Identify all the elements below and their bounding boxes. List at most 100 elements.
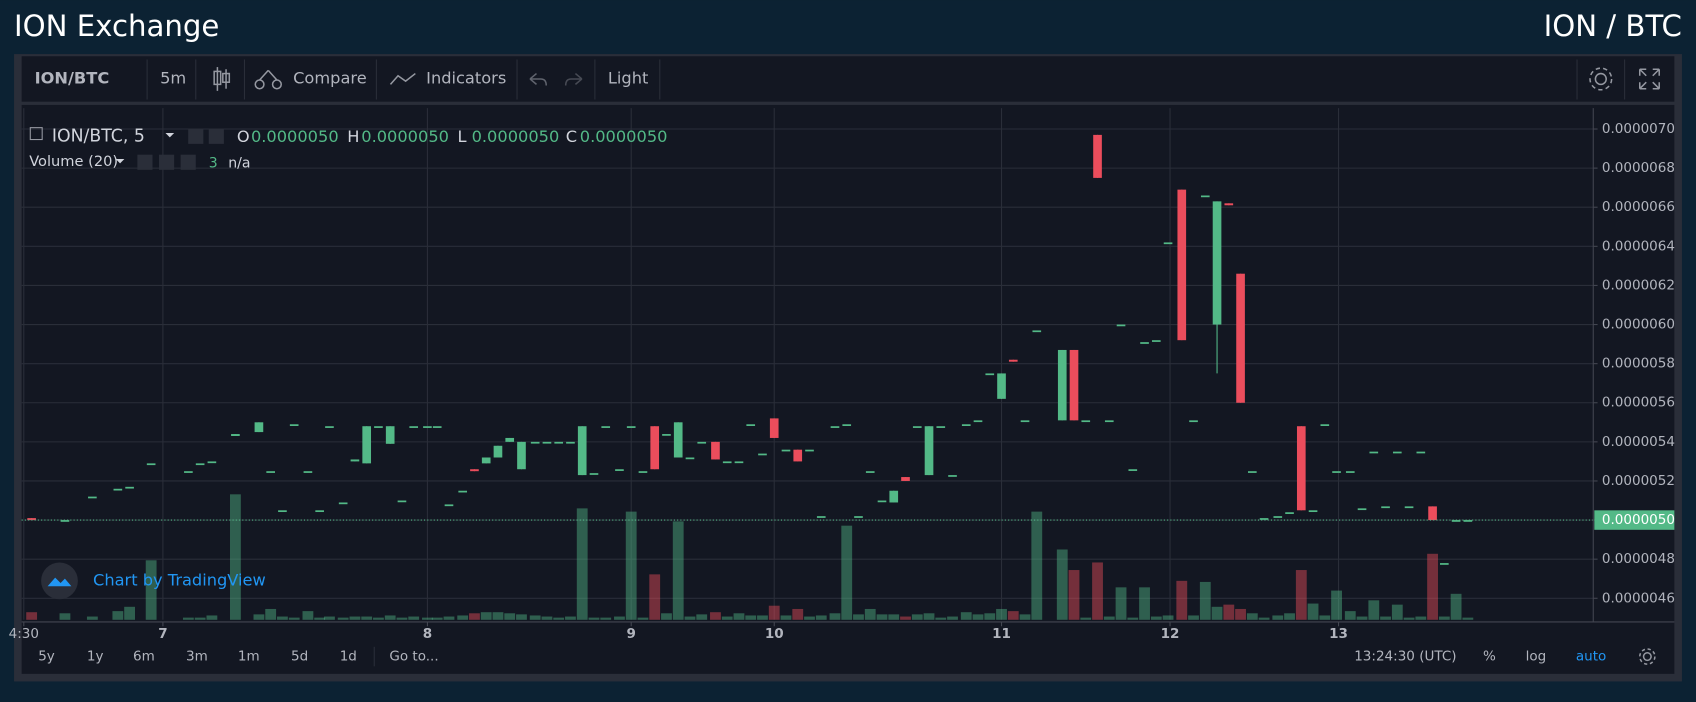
volume-legend: Volume (20) — [29, 153, 118, 170]
candle-body — [1116, 324, 1126, 327]
legend-dropdown[interactable] — [165, 133, 175, 138]
goto-button[interactable]: Go to... — [389, 649, 438, 665]
volume-bar — [1450, 593, 1462, 620]
footer: 5y 1y 6m 3m 1m 5d 1d — [38, 649, 357, 665]
candle-body — [1320, 424, 1330, 426]
collapse-icon[interactable] — [29, 127, 43, 141]
range-button[interactable]: 1d — [340, 649, 357, 665]
watermark-logo[interactable] — [41, 562, 78, 600]
auto-button[interactable]: auto — [1576, 649, 1606, 665]
volume-bar — [1284, 613, 1295, 620]
volume-bar — [26, 612, 38, 620]
settings-button[interactable] — [1589, 67, 1613, 91]
volume-bar — [469, 613, 480, 620]
candle-body — [662, 434, 671, 436]
volume-dropdown[interactable] — [115, 159, 125, 164]
legend-eye[interactable] — [188, 128, 204, 144]
candle-body — [254, 422, 264, 433]
footer-settings-button[interactable] — [1638, 648, 1656, 665]
volume-bar — [277, 616, 288, 620]
volume-bar — [1272, 615, 1284, 620]
candle-body — [517, 441, 526, 470]
volume-remove[interactable] — [180, 154, 196, 170]
pair-title: ION / BTC — [1544, 9, 1682, 43]
candle-body — [1008, 359, 1018, 362]
interval-button[interactable]: 5m — [160, 68, 186, 87]
redo-button[interactable] — [564, 72, 583, 86]
volume-bar — [553, 617, 565, 620]
log-button[interactable]: log — [1526, 649, 1547, 665]
undo-button[interactable] — [529, 72, 547, 86]
volume-bar — [1462, 617, 1474, 620]
indicators-button[interactable]: Indicators — [426, 68, 506, 87]
candle-body — [1057, 349, 1067, 421]
theme-button[interactable]: Light — [608, 68, 648, 87]
watermark[interactable]: Chart by TradingView — [93, 570, 266, 589]
volume-bar — [265, 608, 277, 620]
volume-bar — [1223, 604, 1235, 620]
volume-eye[interactable] — [137, 154, 153, 170]
candle-body — [1332, 471, 1341, 473]
candle-body — [961, 424, 971, 426]
candle-body — [505, 437, 515, 442]
volume-bar — [1235, 608, 1246, 620]
candle-body — [722, 461, 732, 464]
volume-bar — [443, 616, 455, 620]
candle-body — [1369, 451, 1379, 454]
candle-body — [278, 510, 287, 513]
volume-bar — [1056, 549, 1068, 620]
volume-bar — [649, 574, 661, 620]
candle-body — [315, 510, 324, 513]
candle-body — [362, 426, 372, 464]
compare-button[interactable]: Compare — [293, 68, 367, 87]
volume-bar — [229, 494, 241, 620]
candle-body — [1345, 471, 1355, 473]
range-button[interactable]: 6m — [133, 649, 155, 665]
volume-bar — [1427, 553, 1438, 620]
x-tick-label: 10 — [765, 626, 784, 642]
volume-bar — [864, 608, 876, 620]
candle-body — [697, 441, 707, 444]
volume-bar — [1007, 611, 1019, 620]
volume-bar — [59, 613, 71, 620]
volume-bar — [324, 616, 335, 620]
volume-bar — [757, 615, 768, 620]
candle-body — [554, 441, 564, 444]
range-button[interactable]: 5y — [38, 649, 55, 665]
ohlc-value: 0.0000050 — [251, 127, 339, 146]
candle-body — [1463, 520, 1473, 522]
candle-body — [805, 449, 814, 452]
volume-settings[interactable] — [159, 154, 175, 170]
volume-bar — [984, 613, 996, 620]
candle-body — [27, 518, 36, 521]
candle-body — [626, 426, 636, 428]
volume-bar — [1438, 616, 1450, 620]
legend-settings[interactable] — [208, 128, 224, 144]
symbol-button[interactable]: ION/BTC — [35, 68, 110, 87]
watermark-icon — [47, 577, 72, 587]
range-button[interactable]: 5d — [291, 649, 308, 665]
range-button[interactable]: 3m — [186, 649, 208, 665]
volume-bar — [1103, 616, 1115, 620]
candle-body — [385, 426, 395, 444]
volume-bar — [1092, 562, 1103, 620]
candle-body — [1404, 506, 1414, 509]
volume-bar — [768, 605, 780, 620]
volume-bar — [124, 606, 136, 620]
chart-style-button[interactable] — [213, 67, 231, 91]
volume-bar — [1331, 590, 1342, 620]
range-button[interactable]: 1m — [238, 649, 260, 665]
candle-body — [1189, 420, 1198, 423]
volume-bar — [1307, 603, 1319, 620]
range-button[interactable]: 1y — [87, 649, 104, 665]
candle-body — [830, 426, 840, 428]
fullscreen-button[interactable] — [1638, 68, 1660, 90]
grid — [21, 108, 1594, 620]
volume-bar — [384, 615, 396, 620]
y-tick-label: 0.0000064 — [1602, 238, 1675, 254]
percent-button[interactable]: % — [1483, 649, 1496, 665]
volume-bar — [804, 616, 815, 620]
candle-body — [88, 496, 97, 499]
candle-body — [936, 426, 946, 428]
candle-body — [1247, 471, 1257, 473]
